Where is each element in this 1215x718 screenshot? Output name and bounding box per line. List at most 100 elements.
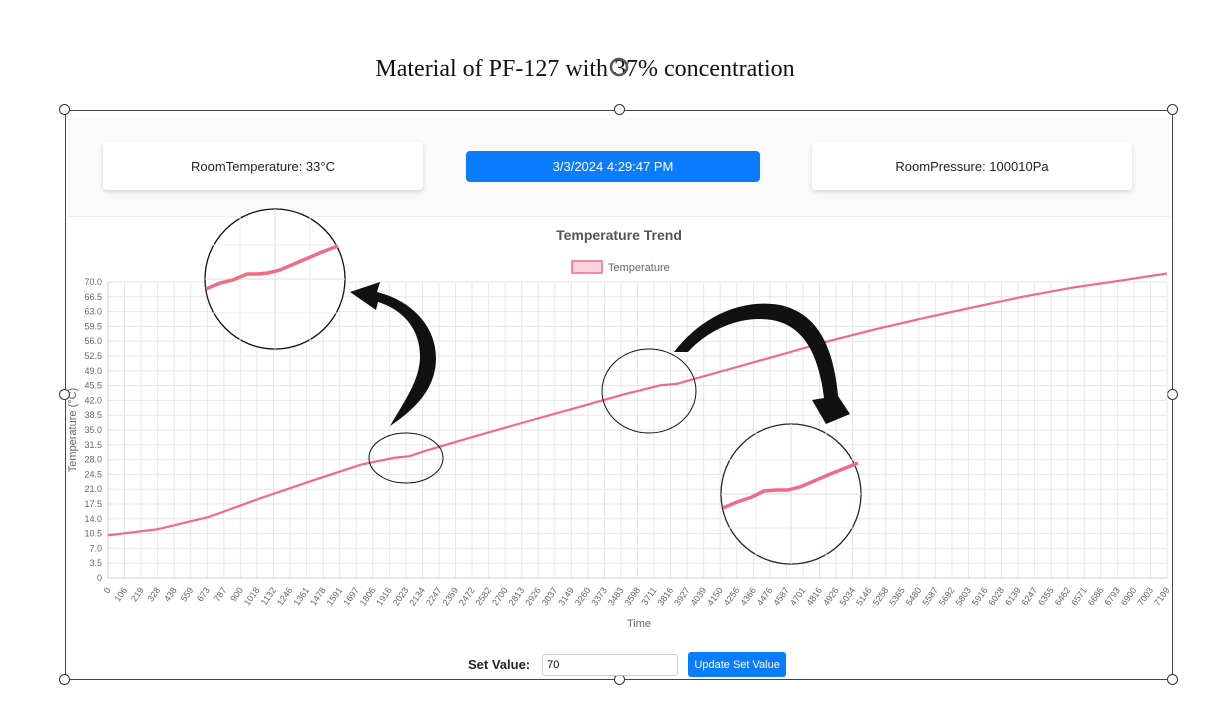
x-tick-label: 4476: [755, 585, 775, 607]
x-tick-label: 5692: [937, 585, 957, 607]
x-tick-label: 3260: [573, 585, 593, 607]
x-tick-label: 2472: [457, 585, 477, 607]
x-tick-label: 5916: [970, 585, 990, 607]
x-tick-label: 4587: [771, 585, 791, 607]
x-tick-label: 3149: [556, 585, 576, 607]
highlight-ellipse-left: [368, 432, 444, 484]
x-tick-label: 1591: [325, 585, 345, 607]
y-tick-label: 66.5: [84, 292, 102, 302]
x-tick-label: 3373: [589, 585, 609, 607]
x-tick-label: 1018: [242, 585, 262, 607]
y-tick-label: 14.0: [84, 514, 102, 524]
resize-handle-top-right[interactable]: [1167, 104, 1178, 115]
x-tick-label: 4256: [722, 585, 742, 607]
legend-label[interactable]: Temperature: [608, 262, 670, 274]
y-tick-label: 28.0: [84, 455, 102, 465]
x-tick-label: 1478: [308, 585, 328, 607]
room-temperature-card: RoomTemperature: 33°C: [103, 142, 423, 190]
x-tick-label: 6686: [1086, 585, 1106, 607]
x-tick-label: 5587: [920, 585, 940, 607]
y-tick-label: 52.5: [84, 351, 102, 361]
zoom-inset-left: [204, 208, 346, 350]
y-tick-label: 49.0: [84, 366, 102, 376]
room-temperature-text: RoomTemperature: 33°C: [191, 158, 335, 174]
curved-arrow-left-icon: [350, 282, 436, 426]
x-tick-label: 2134: [407, 585, 427, 607]
x-tick-label: 6028: [986, 585, 1006, 607]
y-tick-label: 42.0: [84, 395, 102, 405]
x-tick-label: 3483: [606, 585, 626, 607]
x-tick-label: 1806: [358, 585, 378, 607]
x-tick-label: 5146: [854, 585, 874, 607]
set-value-row: Set Value: Update Set Value: [468, 652, 787, 677]
room-pressure-card: RoomPressure: 100010Pa: [812, 142, 1132, 190]
y-tick-label: 45.5: [84, 381, 102, 391]
x-tick-label: 5258: [871, 585, 891, 607]
y-tick-label: 10.5: [84, 529, 102, 539]
rotate-handle-icon[interactable]: [608, 56, 630, 78]
datetime-button[interactable]: 3/3/2024 4:29:47 PM: [466, 151, 760, 182]
x-tick-label: 5480: [904, 585, 924, 607]
x-tick-label: 6139: [1003, 585, 1023, 607]
x-tick-label: 1697: [341, 585, 361, 607]
x-tick-label: 219: [129, 585, 146, 603]
highlight-ellipse-right: [601, 348, 697, 434]
x-tick-label: 3927: [672, 585, 692, 607]
x-tick-label: 106: [112, 585, 129, 603]
y-tick-label: 35.0: [84, 425, 102, 435]
x-tick-label: 6900: [1119, 585, 1139, 607]
x-tick-label: 1916: [374, 585, 394, 607]
x-tick-label: 6571: [1069, 585, 1089, 607]
x-tick-label: 328: [145, 585, 162, 603]
x-tick-label: 1132: [259, 585, 278, 607]
y-tick-label: 56.0: [84, 336, 102, 346]
curved-arrow-right-icon: [674, 303, 850, 424]
y-tick-label: 24.5: [84, 469, 102, 479]
y-tick-label: 59.5: [84, 321, 102, 331]
x-tick-label: 4039: [689, 585, 709, 607]
x-tick-label: 6355: [1036, 585, 1056, 607]
x-tick-label: 1246: [275, 585, 295, 607]
y-tick-label: 17.5: [84, 499, 102, 509]
resize-handle-bottom-left[interactable]: [59, 674, 70, 685]
x-tick-label: 1361: [292, 585, 312, 607]
x-tick-label: 6247: [1020, 585, 1040, 607]
y-axis-label: Temperature (°C): [67, 388, 79, 472]
x-tick-label: 6462: [1053, 585, 1073, 607]
x-tick-label: 2813: [507, 585, 527, 607]
resize-handle-top[interactable]: [614, 104, 625, 115]
x-tick-label: 438: [162, 585, 179, 603]
x-tick-label: 4366: [738, 585, 758, 607]
x-tick-label: 3598: [622, 585, 642, 607]
y-tick-label: 3.5: [89, 558, 102, 568]
x-axis-label: Time: [627, 618, 651, 630]
set-value-input[interactable]: [542, 653, 679, 676]
x-tick-label: 2926: [523, 585, 543, 607]
x-tick-label: 2023: [391, 585, 411, 607]
resize-handle-left[interactable]: [59, 389, 70, 400]
x-tick-label: 4150: [705, 585, 725, 607]
resize-handle-bottom-right[interactable]: [1167, 674, 1178, 685]
x-tick-label: 2247: [424, 585, 444, 607]
x-tick-label: 787: [212, 585, 229, 603]
resize-handle-top-left[interactable]: [59, 104, 70, 115]
chart-title: Temperature Trend: [556, 227, 682, 243]
legend-swatch[interactable]: [571, 260, 603, 274]
document-title: Material of PF-127 with 37% concentratio…: [375, 56, 795, 82]
x-tick-label: 5803: [953, 585, 973, 607]
zoom-inset-right: [720, 423, 862, 565]
y-tick-label: 21.0: [84, 484, 102, 494]
y-tick-label: 0: [97, 573, 102, 583]
x-tick-label: 4926: [821, 585, 841, 607]
x-tick-label: 673: [195, 585, 212, 603]
temperature-series-line: [107, 272, 1168, 537]
x-tick-label: 0: [102, 585, 113, 595]
y-tick-label: 31.5: [84, 440, 102, 450]
x-tick-label: 3037: [540, 585, 560, 607]
update-set-value-button[interactable]: Update Set Value: [688, 652, 787, 677]
x-tick-label: 2359: [440, 585, 460, 607]
x-tick-label: 2582: [474, 585, 494, 607]
y-tick-label: 70.0: [84, 277, 102, 287]
y-tick-label: 63.0: [84, 307, 102, 317]
x-tick-label: 7109: [1152, 585, 1172, 607]
